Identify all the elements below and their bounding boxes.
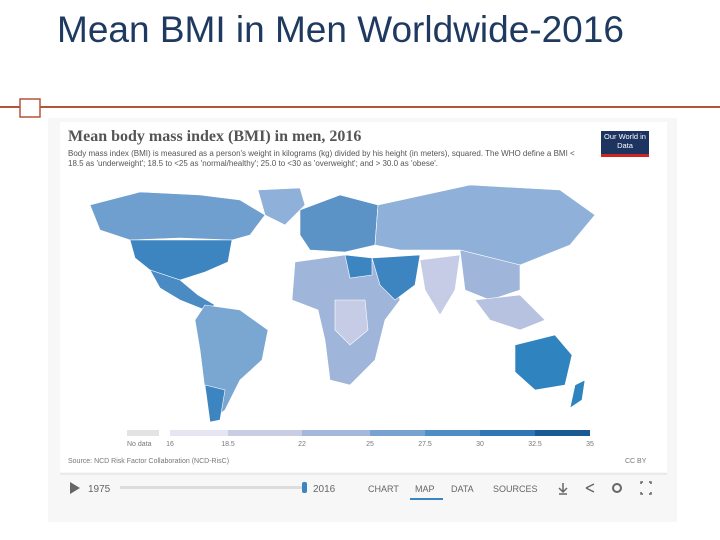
legend-label: 25 [366, 441, 374, 448]
timeline-start: 1975 [88, 484, 111, 495]
legend-swatch [228, 430, 302, 436]
logo-box [601, 131, 649, 157]
license: CC BY [625, 458, 647, 465]
tab[interactable]: MAP [415, 484, 435, 494]
middle-east [371, 254, 421, 301]
argentina [204, 384, 226, 423]
timeline-end: 2016 [313, 484, 336, 495]
legend-swatch [370, 430, 425, 436]
australia [514, 334, 573, 391]
legend-label: 18.5 [221, 441, 235, 448]
legend-swatch [480, 430, 535, 436]
share-icon[interactable] [585, 483, 595, 493]
legend-label: 35 [586, 441, 594, 448]
tab[interactable]: DATA [451, 484, 474, 494]
china [459, 249, 521, 301]
rule-square [19, 98, 41, 118]
legend-label: No data [127, 441, 152, 448]
canada [89, 191, 266, 241]
legend-label: 22 [298, 441, 306, 448]
world-map [89, 184, 596, 423]
europe [299, 194, 379, 253]
settings-icon[interactable] [612, 483, 622, 493]
legend: No data 16 18.5 22 25 27.5 30 32.5 35 [127, 430, 594, 448]
egypt [344, 254, 373, 279]
fullscreen-icon[interactable] [640, 481, 652, 495]
legend-label: 32.5 [528, 441, 542, 448]
download-icon[interactable] [558, 483, 568, 495]
legend-swatch [425, 430, 480, 436]
southeast-asia [474, 294, 546, 331]
slider-track[interactable] [120, 486, 305, 489]
map-subtitle: Body mass index (BMI) is measured as a p… [68, 149, 575, 168]
legend-label: 16 [166, 441, 174, 448]
south-asia [419, 254, 461, 316]
controls: 1975 2016 CHART MAP DATA SOURCES [60, 473, 667, 500]
slider-knob[interactable] [302, 482, 307, 493]
central-africa [334, 299, 369, 346]
legend-swatch [535, 430, 590, 436]
legend-swatch [170, 430, 228, 436]
source: Source: NCD Risk Factor Collaboration (N… [68, 458, 230, 465]
logo[interactable]: Our World in Data [604, 132, 646, 150]
legend-label: 27.5 [418, 441, 432, 448]
new-zealand [569, 379, 586, 409]
greenland [257, 187, 306, 226]
tab[interactable]: CHART [368, 484, 399, 494]
logo-bar [601, 154, 649, 157]
legend-swatch [302, 430, 370, 436]
tab[interactable]: SOURCES [493, 484, 538, 494]
no-data-swatch [127, 430, 159, 436]
legend-label: 30 [476, 441, 484, 448]
slide-title: Mean BMI in Men Worldwide-2016 [57, 9, 624, 50]
map-title: Mean body mass index (BMI) in men, 2016 [68, 128, 362, 145]
usa [129, 239, 233, 281]
play-button[interactable] [70, 482, 80, 494]
russia-asia [374, 184, 596, 266]
